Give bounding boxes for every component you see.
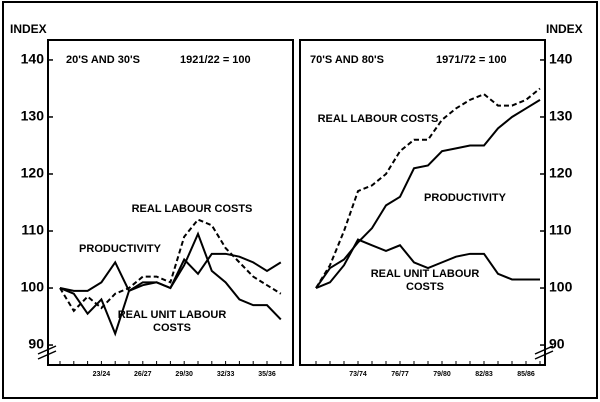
axis-break	[37, 345, 57, 360]
panel	[299, 39, 546, 366]
series-line	[59, 231, 282, 337]
series-label: PRODUCTIVITY	[424, 192, 506, 204]
panel-title: 20'S AND 30'S	[66, 54, 140, 66]
y-tick-label: 140	[549, 51, 573, 67]
y-tick-label: 100	[549, 279, 573, 295]
series-line	[315, 87, 541, 289]
x-tick-label: 79/80	[433, 371, 451, 378]
y-axis-label: INDEX	[10, 22, 47, 36]
x-tick-label: 73/74	[349, 371, 367, 378]
y-tick-label: 90	[549, 336, 565, 352]
series-label: REAL LABOUR COSTS	[131, 203, 253, 215]
y-tick-label: 130	[21, 108, 45, 124]
axis-break	[534, 345, 554, 360]
panel-subtitle: 1971/72 = 100	[436, 54, 507, 66]
x-tick-label: 82/83	[475, 371, 493, 378]
x-tick-label: 32/33	[217, 371, 235, 378]
y-tick-label: 110	[549, 222, 572, 238]
y-axis-label: INDEX	[546, 22, 583, 36]
series-label: REAL UNIT LABOUR COSTS	[370, 268, 480, 293]
x-tick-label: 26/27	[134, 371, 152, 378]
y-tick-label: 130	[549, 108, 573, 124]
series-label: REAL LABOUR COSTS	[317, 113, 439, 125]
panel-subtitle: 1921/22 = 100	[180, 54, 251, 66]
panel-title: 70'S AND 80'S	[310, 54, 384, 66]
x-tick-label: 85/86	[517, 371, 535, 378]
y-tick-label: 110	[21, 222, 44, 238]
y-tick-label: 100	[21, 279, 45, 295]
series-label: REAL UNIT LABOUR COSTS	[117, 309, 227, 334]
series-line	[59, 218, 282, 313]
x-tick-label: 35/36	[258, 371, 276, 378]
x-tick-label: 76/77	[391, 371, 409, 378]
x-tick-label: 23/24	[93, 371, 111, 378]
series-label: PRODUCTIVITY	[79, 243, 161, 255]
y-tick-label: 120	[549, 165, 573, 181]
y-tick-label: 120	[21, 165, 45, 181]
x-tick-label: 29/30	[175, 371, 193, 378]
series-line	[315, 238, 540, 289]
y-tick-label: 90	[28, 336, 44, 352]
y-tick-label: 140	[21, 51, 45, 67]
